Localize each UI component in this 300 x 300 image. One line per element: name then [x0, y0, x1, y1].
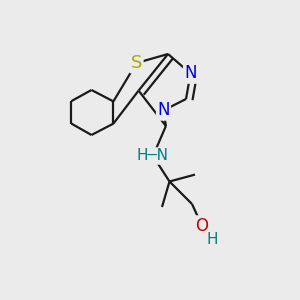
Text: N: N: [157, 101, 170, 119]
Text: O: O: [195, 217, 208, 235]
Text: H─N: H─N: [137, 148, 169, 164]
Text: H: H: [207, 232, 218, 247]
Text: S: S: [131, 54, 142, 72]
Text: N: N: [184, 64, 197, 82]
